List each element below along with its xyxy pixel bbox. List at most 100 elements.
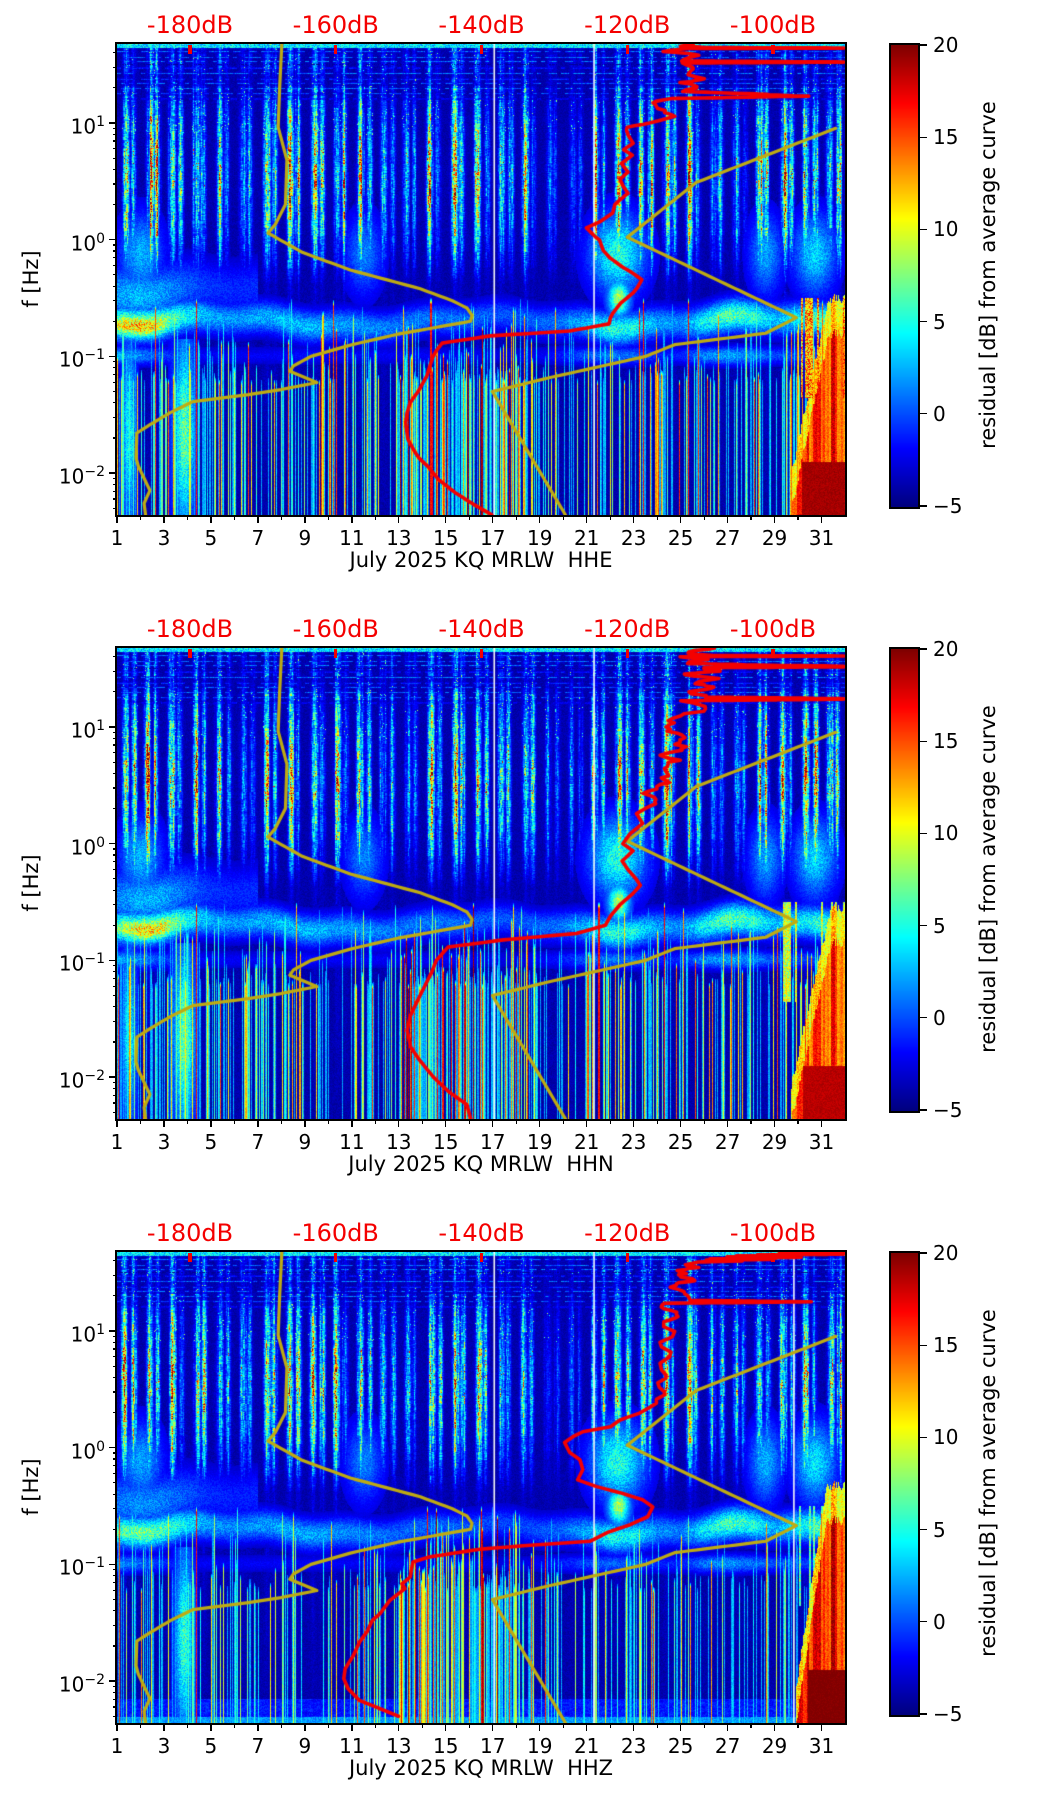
y-major-tick (109, 472, 117, 474)
x-minor-tick (562, 515, 564, 520)
colorbar-tick-label: 10 (933, 821, 959, 846)
top-db-label: -140dB (438, 615, 525, 643)
x-minor-tick (750, 1119, 752, 1124)
colorbar-tick (920, 228, 927, 231)
y-minor-tick (112, 1111, 117, 1113)
y-tick-label: 10−2 (58, 1068, 105, 1093)
y-minor-tick (112, 52, 117, 54)
y-major-tick (109, 1563, 117, 1566)
x-minor-tick (797, 1119, 799, 1124)
y-minor-tick (112, 1645, 117, 1647)
x-tick-label: 27 (714, 1130, 741, 1154)
x-major-tick (773, 1119, 776, 1127)
x-tick-label: 5 (204, 1130, 218, 1154)
colorbar-tick (920, 1528, 927, 1531)
x-tick-label: 11 (339, 1130, 365, 1154)
x-major-tick (445, 1723, 447, 1731)
x-tick-label: 5 (204, 526, 218, 550)
y-minor-tick (112, 390, 117, 393)
y-major-tick (109, 355, 117, 358)
x-major-tick (820, 515, 823, 523)
top-db-label: -120dB (584, 1219, 671, 1247)
y-tick-label: 100 (70, 1438, 105, 1464)
x-major-tick (726, 515, 729, 523)
colorbar-tick-label: 5 (933, 913, 946, 938)
colorbar-tick (920, 505, 927, 507)
y-minor-tick (112, 868, 117, 871)
x-minor-tick (468, 1723, 470, 1728)
x-minor-tick (421, 1119, 423, 1124)
x-minor-tick (139, 515, 142, 520)
x-tick-label: 11 (339, 526, 365, 550)
x-minor-tick (797, 515, 799, 520)
x-minor-tick (656, 1119, 658, 1124)
y-minor-tick (112, 1376, 117, 1379)
y-minor-tick (112, 1610, 117, 1612)
y-major-tick (109, 239, 117, 241)
x-tick-label: 23 (620, 1130, 647, 1154)
y-minor-tick (112, 300, 117, 302)
y-minor-tick (112, 1348, 117, 1350)
y-minor-tick (112, 1706, 117, 1708)
colorbar-tick (920, 320, 927, 323)
top-db-label: -180dB (146, 615, 234, 643)
y-minor-tick (112, 285, 117, 287)
top-db-tick (334, 45, 338, 54)
x-major-tick (539, 515, 541, 523)
y-minor-tick (112, 1356, 117, 1358)
top-db-label: -120dB (584, 615, 671, 643)
y-axis-label: f [Hz] (19, 1458, 43, 1516)
y-minor-tick (112, 257, 117, 259)
colorbar-tick-label: 20 (933, 33, 959, 57)
top-db-tick (188, 649, 192, 658)
x-minor-tick (515, 1119, 517, 1124)
x-major-tick (257, 1723, 259, 1731)
x-major-tick (163, 1723, 165, 1731)
x-minor-tick (374, 515, 376, 520)
top-db-tick (188, 1253, 192, 1262)
x-minor-tick (703, 515, 705, 520)
y-minor-tick (112, 854, 117, 856)
top-db-label: -180dB (146, 1219, 234, 1247)
x-tick-label: 21 (573, 526, 600, 550)
colorbar-tick (920, 1109, 927, 1111)
y-minor-tick (112, 483, 117, 485)
y-minor-tick (112, 274, 117, 276)
y-minor-tick (112, 737, 117, 739)
spectrogram-canvas-hhe (117, 44, 845, 515)
x-minor-tick (609, 515, 611, 520)
y-minor-tick (112, 402, 117, 404)
y-minor-tick (112, 367, 117, 369)
colorbar-tick-label: 10 (933, 217, 959, 242)
top-db-label: -100dB (729, 11, 817, 39)
y-minor-tick (112, 977, 117, 980)
x-major-tick (304, 1119, 306, 1127)
x-tick-label: 17 (480, 1734, 506, 1758)
top-db-label: -120dB (584, 11, 671, 39)
y-minor-tick (112, 1569, 117, 1571)
x-major-tick (585, 1119, 588, 1127)
x-major-tick (116, 1723, 118, 1731)
top-db-tick (625, 649, 629, 658)
x-minor-tick (327, 1723, 329, 1728)
top-db-label: -180dB (146, 11, 234, 39)
y-minor-tick (112, 250, 117, 252)
x-minor-tick (515, 1723, 517, 1728)
y-minor-tick (112, 1335, 117, 1337)
top-db-tick (479, 45, 484, 54)
y-minor-tick (112, 437, 117, 439)
y-minor-tick (112, 244, 117, 246)
y-minor-tick (112, 1411, 117, 1414)
y-minor-tick (112, 1341, 117, 1343)
y-tick-label: 100 (70, 834, 105, 860)
top-db-tick (771, 649, 775, 658)
y-minor-tick (112, 985, 117, 987)
top-db-tick (334, 649, 338, 658)
y-minor-tick (112, 140, 117, 142)
colorbar-tick (920, 740, 927, 742)
colorbar-tick-label: 20 (933, 1241, 959, 1265)
x-tick-label: 15 (433, 526, 459, 550)
y-minor-tick (112, 1575, 117, 1577)
x-minor-tick (233, 515, 235, 520)
x-minor-tick (139, 1723, 142, 1728)
